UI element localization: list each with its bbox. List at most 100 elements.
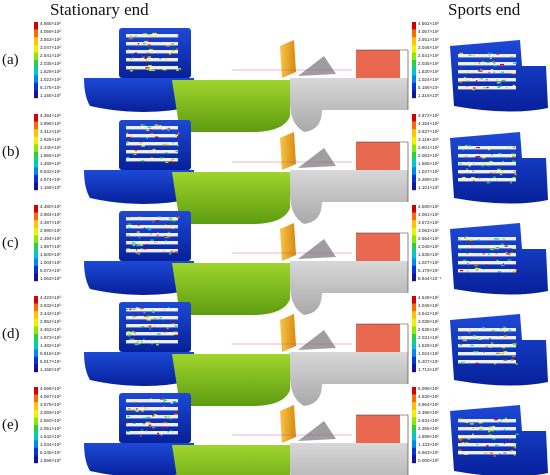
stress-hotspot <box>478 428 483 430</box>
stress-hotspot <box>477 338 483 341</box>
stress-hotspot <box>485 264 488 266</box>
stress-hotspot <box>472 335 477 337</box>
green-stator-block <box>172 445 290 475</box>
stress-hotspot <box>500 328 502 330</box>
stress-hotspot <box>177 157 179 160</box>
stress-hotspot <box>505 87 509 89</box>
right-colorbar-segment <box>412 455 416 464</box>
right-colorbar-tick-label: 1.713×10⁰ <box>418 367 439 372</box>
stress-hotspot <box>488 54 490 56</box>
right-colorbar-tick-label: 1.027×10² <box>418 260 439 265</box>
left-colorbar-tick-label: 3.069×10² <box>40 410 61 415</box>
stress-hotspot <box>162 398 165 400</box>
left-colorbar-segment <box>34 37 38 45</box>
stress-hotspot <box>156 234 160 236</box>
stress-hotspot <box>458 418 462 420</box>
left-colorbar-segment <box>34 334 38 342</box>
left-colorbar-tick-label: 4.596×10² <box>40 386 61 391</box>
stress-hotspot <box>165 161 169 164</box>
right-colorbar-segment <box>412 334 416 342</box>
stress-hotspot <box>151 156 153 158</box>
right-colorbar-segment <box>412 341 416 350</box>
gold-electrode <box>280 40 296 78</box>
stress-hotspot <box>132 308 136 310</box>
right-colorbar-segment <box>412 447 416 456</box>
stress-hotspot <box>515 433 520 435</box>
stress-hotspot <box>460 173 464 175</box>
right-colorbar-segment <box>412 22 416 30</box>
stress-hotspot <box>167 236 171 238</box>
right-colorbar-tick-label: 0.000×10⁰ <box>418 458 439 463</box>
stress-hotspot <box>146 325 149 328</box>
winding-slot <box>458 154 516 158</box>
panel-label: (b) <box>2 144 20 160</box>
stress-hotspot <box>475 269 478 271</box>
left-colorbar-segment <box>34 311 38 319</box>
stress-hotspot <box>507 259 512 261</box>
stress-hotspot <box>497 168 501 170</box>
stress-hotspot <box>500 243 504 245</box>
winding-slot <box>458 261 516 265</box>
left-colorbar-tick-label: 9.918×10¹ <box>40 351 61 356</box>
stress-hotspot <box>146 319 151 321</box>
stress-hotspot <box>504 417 507 419</box>
stress-hotspot <box>464 155 468 158</box>
right-colorbar-segment <box>412 258 416 266</box>
right-colorbar-tick-label: 4.580×10² <box>418 204 439 209</box>
stress-hotspot <box>478 177 481 179</box>
stress-hotspot <box>496 53 500 55</box>
left-colorbar-tick-label: 5.072×10¹ <box>40 268 61 273</box>
stress-hotspot <box>176 216 181 219</box>
stress-hotspot <box>140 160 145 162</box>
stress-hotspot <box>499 173 503 176</box>
stress-hotspot <box>139 149 141 152</box>
stress-hotspot <box>149 421 152 424</box>
winding-slot <box>126 233 178 237</box>
winding-slot <box>126 423 178 427</box>
right-colorbar-tick-label: 2.535×10² <box>418 327 439 332</box>
stress-hotspot <box>481 157 486 159</box>
winding-slot <box>458 344 516 348</box>
left-colorbar-segment <box>34 387 38 395</box>
stress-hotspot <box>487 165 490 167</box>
winding-slot <box>126 150 178 154</box>
stress-hotspot <box>126 422 128 424</box>
stress-hotspot <box>153 317 157 319</box>
left-colorbar-segment <box>34 235 38 244</box>
right-colorbar-tick-label: 3.572×10² <box>418 220 439 225</box>
right-colorbar-tick-label: 3.063×10² <box>418 228 439 233</box>
stress-hotspot <box>143 227 145 229</box>
left-colorbar-segment <box>34 243 38 251</box>
left-colorbar-segment <box>34 44 38 53</box>
stress-hotspot <box>494 363 496 365</box>
stress-hotspot <box>512 247 517 250</box>
stress-hotspot <box>149 332 151 334</box>
stress-hotspot <box>167 306 170 309</box>
stress-hotspot <box>465 252 469 255</box>
stress-hotspot <box>160 157 164 159</box>
stress-hotspot <box>465 236 468 238</box>
winding-slot <box>458 360 516 364</box>
stress-hotspot <box>468 54 471 56</box>
stress-hotspot <box>512 343 517 345</box>
stress-hotspot <box>460 438 465 441</box>
stress-hotspot <box>462 149 465 151</box>
left-colorbar-segment <box>34 182 38 191</box>
stress-hotspot <box>162 250 165 253</box>
right-colorbar-tick-label: 3.542×10² <box>418 311 439 316</box>
winding-slot <box>458 70 516 74</box>
stress-hotspot <box>140 248 143 250</box>
stress-hotspot <box>508 71 510 73</box>
left-colorbar-tick-label: 5.245×10¹ <box>40 450 61 455</box>
stress-hotspot <box>466 80 470 82</box>
stress-hotspot <box>509 436 511 438</box>
left-colorbar-tick-label: 1.034×10² <box>40 442 61 447</box>
stress-hotspot <box>168 217 173 219</box>
left-colorbar-segment <box>34 425 38 433</box>
winding-slot <box>458 269 516 273</box>
stress-hotspot <box>466 421 469 424</box>
right-colorbar-segment <box>412 227 416 236</box>
stress-hotspot <box>458 248 462 250</box>
stress-hotspot <box>143 311 146 314</box>
left-colorbar-segment <box>34 432 38 441</box>
